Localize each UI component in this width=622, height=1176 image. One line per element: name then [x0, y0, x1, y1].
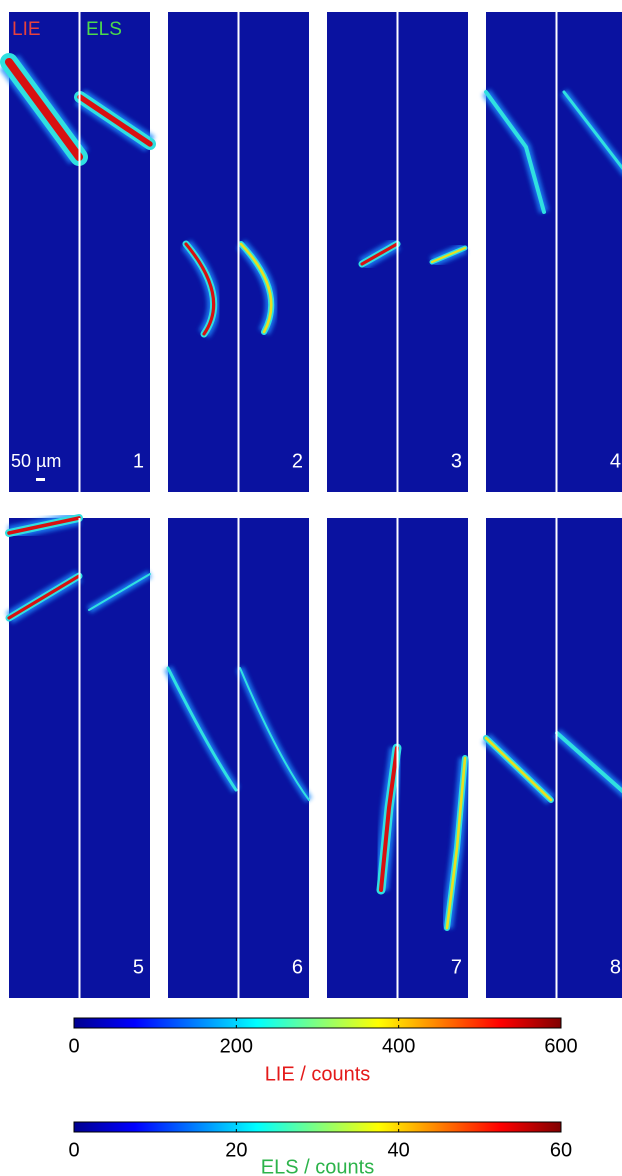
panel: 6: [168, 518, 309, 998]
colorbar-tick-label: 200: [220, 1035, 253, 1057]
colorbar-tick-label: 400: [382, 1035, 415, 1057]
scale-label: 50 µm: [11, 451, 61, 471]
panel: 3: [327, 12, 468, 492]
panel-number: 8: [610, 956, 621, 978]
els-image: [557, 12, 622, 492]
colorbar-tick-label: 20: [225, 1139, 247, 1161]
panel: 7: [327, 518, 468, 998]
lie-image: [168, 518, 238, 998]
els-image: [239, 518, 309, 998]
figure: 12345678 LIE ELS 50 µm 0200400600LIE / c…: [0, 0, 622, 1176]
lie-image: [327, 518, 397, 998]
lie-label: LIE: [12, 19, 41, 40]
panel-number: 1: [133, 450, 144, 472]
els-label: ELS: [86, 19, 122, 40]
colorbar-tick-label: 40: [388, 1139, 410, 1161]
panels: 1 2 3 4 5 6 7 8: [9, 12, 622, 998]
colorbar-tick-label: 0: [68, 1035, 79, 1057]
els-image: [80, 518, 150, 998]
panel: 8: [486, 518, 622, 998]
els-image: [398, 518, 468, 998]
colorbar: [74, 1018, 561, 1028]
panel: 5: [9, 518, 150, 998]
panel-number: 2: [292, 450, 303, 472]
scale-bar: [36, 478, 45, 481]
lie-image: [168, 12, 238, 492]
panel: 2: [168, 12, 309, 492]
panel-number: 4: [610, 450, 621, 472]
colorbar-tick-label: 60: [550, 1139, 572, 1161]
els-image: [80, 12, 150, 492]
panel: 1: [9, 12, 150, 492]
panel: 4: [486, 12, 622, 492]
panel-number: 3: [451, 450, 462, 472]
lie-image: [486, 12, 556, 492]
colorbar-label: ELS / counts: [261, 1156, 374, 1176]
colorbar: [74, 1122, 561, 1132]
lie-image: [486, 518, 556, 998]
panel-number: 5: [133, 956, 144, 978]
colorbar-tick-label: 0: [68, 1139, 79, 1161]
panel-number: 7: [451, 956, 462, 978]
panel-number: 6: [292, 956, 303, 978]
colorbar-tick-label: 600: [544, 1035, 577, 1057]
colorbar-label: LIE / counts: [265, 1063, 371, 1085]
